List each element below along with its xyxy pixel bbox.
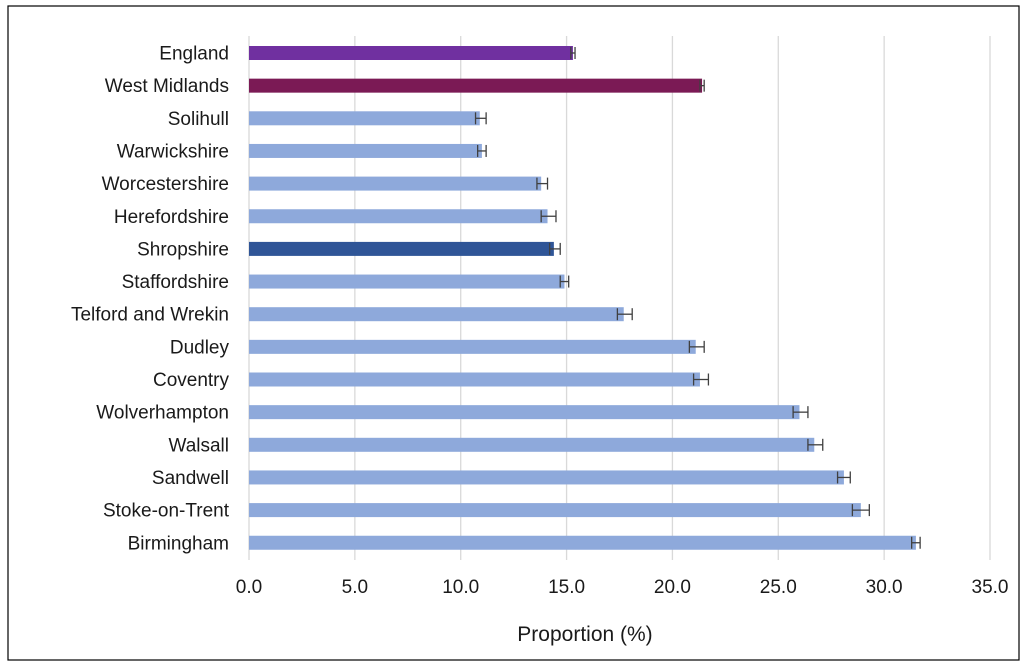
category-label: Warwickshire — [117, 141, 229, 162]
bar — [249, 143, 482, 158]
chart-frame — [7, 5, 1020, 661]
bar — [249, 111, 480, 126]
bar — [249, 241, 554, 256]
x-tick-label: 30.0 — [866, 577, 903, 598]
category-label: Coventry — [153, 370, 230, 391]
x-tick-label: 25.0 — [760, 577, 797, 598]
x-tick-labels: 0.0 5.0 10.0 15.0 20.0 25.0 30.0 35.0 — [236, 577, 1009, 598]
bar — [249, 470, 844, 485]
category-label: England — [159, 44, 229, 65]
category-label: Wolverhampton — [96, 403, 229, 424]
bar — [249, 405, 800, 420]
bar — [249, 339, 696, 354]
category-label: Sandwell — [152, 468, 229, 489]
category-label: Staffordshire — [122, 272, 229, 293]
x-tick-label: 10.0 — [442, 577, 479, 598]
x-tick-label: 35.0 — [972, 577, 1009, 598]
category-label: Stoke-on-Trent — [103, 501, 230, 522]
bars — [249, 46, 916, 550]
category-label: Solihull — [168, 109, 229, 130]
bar — [249, 78, 703, 93]
category-label: West Midlands — [105, 76, 229, 97]
bar — [249, 372, 700, 387]
x-tick-label: 5.0 — [342, 577, 368, 598]
bar — [249, 503, 861, 518]
category-label: Worcestershire — [102, 174, 229, 195]
bar — [249, 209, 548, 224]
category-label: Birmingham — [128, 533, 229, 554]
x-axis-label: Proportion (%) — [517, 623, 652, 646]
x-tick-label: 15.0 — [548, 577, 585, 598]
category-label: Herefordshire — [114, 207, 229, 228]
bar — [249, 535, 916, 550]
category-label: Telford and Wrekin — [71, 305, 229, 326]
bar — [249, 307, 624, 322]
x-tick-label: 0.0 — [236, 577, 262, 598]
error-bars — [474, 47, 921, 549]
category-label: Dudley — [170, 337, 230, 358]
category-labels: England West Midlands Solihull Warwickshire… — [71, 44, 230, 555]
category-label: Shropshire — [137, 239, 229, 260]
bar — [249, 274, 565, 289]
bar — [249, 437, 815, 452]
x-tick-label: 20.0 — [654, 577, 691, 598]
bar — [249, 46, 573, 60]
category-label: Walsall — [168, 435, 229, 456]
bar — [249, 176, 542, 191]
